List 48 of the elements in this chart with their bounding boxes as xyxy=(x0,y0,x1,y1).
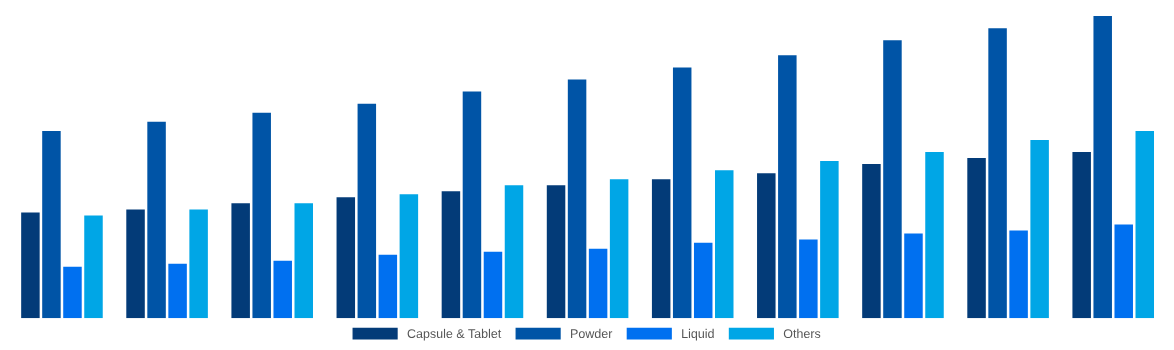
bar xyxy=(357,103,377,319)
bar xyxy=(904,233,923,319)
bar xyxy=(693,242,713,319)
bar xyxy=(883,40,902,319)
bar xyxy=(42,130,61,319)
bar xyxy=(715,170,734,319)
bar xyxy=(1030,139,1049,319)
bar xyxy=(1093,16,1112,319)
bar xyxy=(609,179,629,319)
bar xyxy=(588,248,608,319)
bar xyxy=(21,212,40,319)
bar xyxy=(189,209,208,319)
bar xyxy=(126,209,145,319)
legend-label: Liquid xyxy=(682,328,714,341)
bar xyxy=(378,254,398,319)
bar xyxy=(63,266,82,319)
bar xyxy=(567,79,587,319)
bar xyxy=(399,194,419,319)
bar xyxy=(988,28,1007,319)
bar xyxy=(441,191,461,319)
bar xyxy=(967,158,986,319)
bar xyxy=(778,55,797,319)
bar xyxy=(336,197,356,319)
bar xyxy=(252,112,271,319)
bar xyxy=(273,260,292,319)
legend-label: Others xyxy=(783,328,821,339)
legend-label: Capsule & Tablet xyxy=(407,328,502,341)
bar xyxy=(925,152,944,319)
bar xyxy=(672,67,692,319)
bar xyxy=(231,203,250,319)
bar xyxy=(799,239,818,319)
bar xyxy=(820,161,839,319)
bar xyxy=(483,251,503,319)
bar xyxy=(651,179,671,319)
bar xyxy=(862,164,881,319)
bar xyxy=(84,215,103,319)
bar xyxy=(1009,230,1028,319)
legend-label: Powder xyxy=(571,328,613,339)
bar xyxy=(168,263,187,319)
bar xyxy=(1135,130,1155,319)
bar xyxy=(757,173,776,319)
bar xyxy=(294,203,313,319)
bar xyxy=(462,91,482,319)
bar xyxy=(1114,224,1133,319)
bar xyxy=(504,185,524,319)
bar xyxy=(546,185,566,319)
bar xyxy=(1072,152,1091,319)
bar xyxy=(147,121,166,319)
